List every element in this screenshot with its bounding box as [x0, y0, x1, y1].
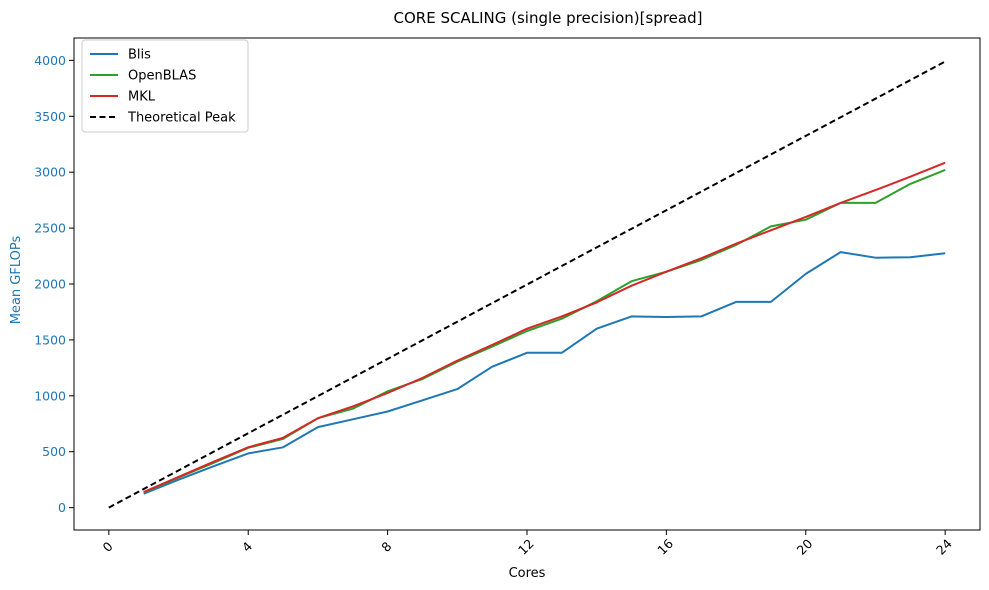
legend-label: Blis — [128, 48, 151, 63]
y-tick-label: 0 — [58, 500, 66, 515]
y-tick-label: 1500 — [34, 332, 66, 347]
y-tick-label: 2000 — [34, 277, 66, 292]
legend-box — [81, 39, 249, 133]
y-tick-label: 4000 — [34, 53, 66, 68]
y-tick-label: 500 — [42, 444, 66, 459]
legend-label: Theoretical Peak — [127, 111, 236, 126]
legend-label: MKL — [128, 90, 156, 105]
y-axis: 0 500 1000 1500 2000 2500 3000 3500 4000 — [34, 53, 74, 515]
y-tick-label: 2500 — [34, 221, 66, 236]
series-line-blis — [143, 251, 946, 495]
x-axis-title: Cores — [509, 566, 546, 581]
legend: Blis OpenBLAS MKL Theoretical Peak — [81, 39, 249, 133]
y-axis-title: Mean GFLOPs — [9, 236, 24, 325]
y-tick-label: 1000 — [34, 388, 66, 403]
y-tick-label: 3000 — [34, 165, 66, 180]
y-tick-label: 3500 — [34, 109, 66, 124]
chart-title: CORE SCALING (single precision)[spread] — [394, 9, 703, 27]
series-layer — [108, 60, 946, 509]
series-line-theoretical-peak — [108, 60, 946, 509]
series-line-mkl — [143, 161, 946, 493]
legend-label: OpenBLAS — [128, 69, 196, 84]
